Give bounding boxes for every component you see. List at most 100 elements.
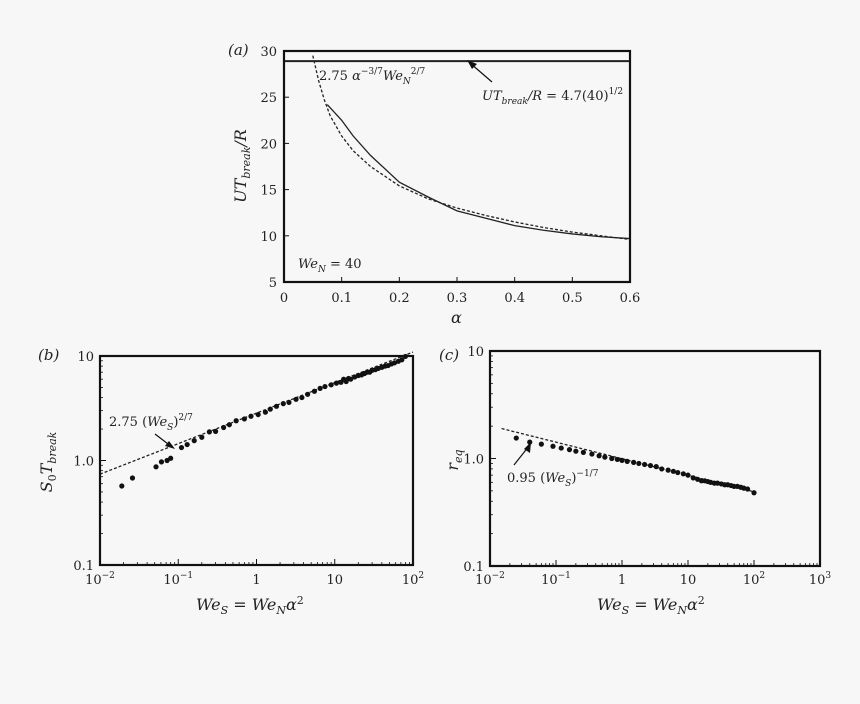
panel-c-point	[641, 461, 648, 468]
panel-a-xtick-label: 0.6	[620, 291, 641, 306]
panel-b-point	[129, 475, 136, 481]
panel-b-point	[221, 424, 227, 431]
panel-a: (a) 0 0.1 0.2 0.3 0.4 0.5 0.6 5 10 15 20 25 30 2.75 …	[228, 41, 640, 327]
panel-a-series-dashed	[312, 55, 631, 241]
panel-b-fit-annotation: 2.75 (WeS)2/7	[109, 413, 193, 433]
panel-a-ylabel: UTbreak/R	[231, 129, 253, 203]
panel-c-xlabel: WeS = WeNα2	[597, 594, 705, 617]
panel-b-point	[262, 409, 269, 415]
panel-c-point	[589, 451, 595, 457]
panel-c-point	[680, 471, 686, 477]
panel-b-point	[184, 441, 190, 448]
panel-a-frame	[282, 49, 632, 284]
panel-a-ytick-label: 15	[260, 184, 277, 199]
panel-c-ytick-label: 1.0	[463, 453, 484, 468]
panel-b-fit-arrow	[154, 433, 175, 449]
panel-b-point	[322, 383, 328, 390]
panel-c-point	[631, 459, 637, 465]
panel-b-xtick-label: 10−1	[163, 571, 193, 588]
panel-c-point	[665, 467, 671, 473]
panel-c-xtick-label: 102	[743, 571, 765, 588]
panel-b-point	[199, 434, 205, 440]
panel-c-ylabel: req	[443, 449, 465, 470]
panel-c-point	[609, 455, 615, 462]
panel-c-point	[647, 462, 654, 469]
panel-b-point	[328, 382, 334, 388]
panel-b-point	[311, 388, 318, 394]
panel-c-point	[619, 457, 625, 464]
panel-c-fit-arrow	[513, 442, 531, 466]
panel-c-fit-annotation: 0.95 (WeS)−1/7	[507, 469, 599, 489]
panel-b-point	[293, 396, 299, 402]
panel-b-point	[305, 391, 311, 397]
panel-b-point	[348, 376, 354, 382]
panel-c-ytick-label: 10	[467, 345, 484, 360]
panel-c-point	[566, 447, 573, 453]
panel-b-point	[119, 483, 125, 489]
panel-c-point	[624, 458, 630, 464]
panel-c-point	[580, 449, 586, 455]
panel-b-point	[255, 411, 261, 418]
panel-b-frame	[98, 354, 415, 567]
panel-a-label: (a)	[228, 41, 249, 59]
panel-b-xtick-label: 1	[252, 573, 260, 588]
panel-b-point	[333, 380, 340, 386]
panel-a-xlabel: α	[451, 308, 462, 327]
panel-c-point	[659, 466, 665, 472]
panel-a-limit-annotation: UTbreak/R = 4.7(40)1/2	[482, 87, 623, 107]
panel-b-ytick-label: 10	[77, 350, 94, 365]
panel-a-powerlaw-annotation: 2.75 α−3/7WeN2/7	[319, 67, 426, 87]
panel-b-point	[399, 357, 405, 363]
panel-c-xtick-label: 10	[680, 573, 697, 588]
panel-b-point	[299, 394, 305, 401]
panel-b-xlabel: WeS = WeNα2	[196, 594, 304, 617]
panel-b-point	[233, 418, 239, 424]
panel-a-xtick-label: 0.5	[562, 291, 583, 306]
panel-c-xtick-label: 103	[809, 571, 832, 588]
panel-a-limit-arrow	[467, 60, 493, 83]
panel-c-point	[558, 445, 564, 451]
panel-a-ytick-label: 10	[260, 230, 277, 245]
panel-c-point	[527, 439, 533, 445]
panel-b-point	[241, 416, 247, 422]
panel-b-point	[317, 385, 323, 391]
panel-c-point	[751, 490, 757, 496]
panel-a-ytick-label: 5	[269, 276, 277, 291]
panel-c-point	[513, 435, 519, 441]
panel-b-point	[212, 428, 219, 434]
panel-b-xtick-label: 102	[402, 571, 424, 588]
panel-c-xtick-label: 10−1	[541, 571, 571, 588]
panel-b-point	[273, 403, 280, 409]
panel-b-label: (b)	[38, 346, 59, 364]
panel-c-point	[675, 469, 681, 476]
panel-a-xtick-label: 0.4	[504, 291, 525, 306]
panel-c-point	[653, 464, 659, 470]
panel-b-ylabel: S0Tbreak	[37, 431, 59, 492]
panel-a-ytick-label: 30	[260, 45, 277, 60]
panel-c-xtick-label: 1	[618, 573, 626, 588]
panel-c-point	[636, 460, 642, 467]
panel-c-point	[745, 486, 751, 492]
panel-c-point	[690, 475, 696, 481]
panel-c-point	[670, 468, 676, 474]
panel-b-point	[267, 406, 273, 412]
panel-c-point	[550, 443, 556, 449]
panel-b-ytick-label: 1.0	[73, 455, 94, 470]
panel-c-point	[685, 472, 691, 478]
panel-b-point	[226, 422, 232, 428]
panel-a-ytick-label: 20	[260, 137, 277, 152]
panel-b-point	[168, 455, 174, 461]
panel-b-point	[206, 429, 212, 435]
panel-b-point	[153, 464, 159, 470]
panel-a-ytick-label: 25	[260, 91, 277, 106]
panel-c-point	[602, 454, 608, 460]
panel-b-point	[158, 459, 165, 465]
panel-b-point	[280, 401, 286, 407]
panel-b-point	[191, 438, 197, 444]
panel-b-point	[248, 413, 254, 419]
panel-b-xtick-label: 10	[326, 573, 343, 588]
panel-c-point	[573, 448, 579, 454]
